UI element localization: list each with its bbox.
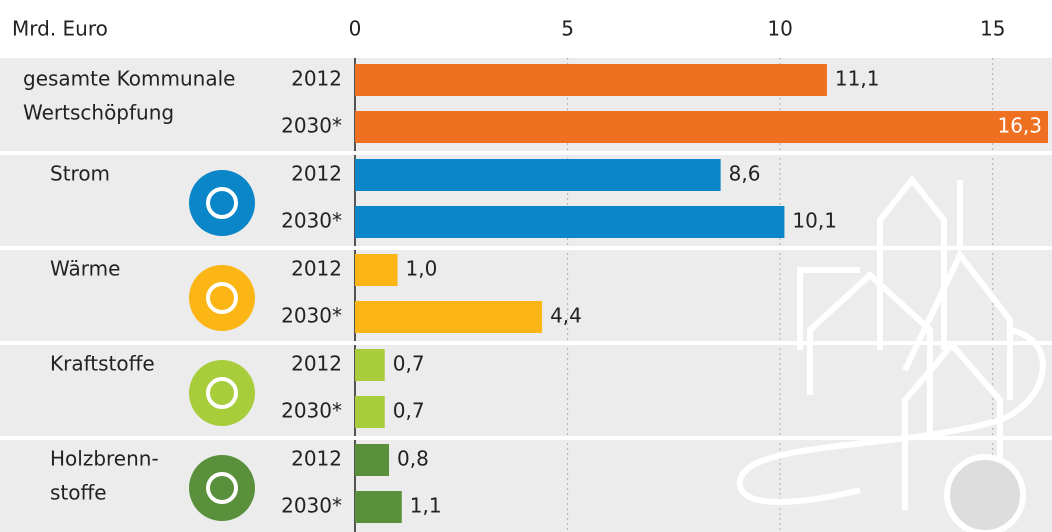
group-icon <box>189 265 255 331</box>
group-label: Wärme <box>50 257 120 281</box>
group-label: Kraftstoffe <box>50 352 155 376</box>
group-label: Holzbrenn- <box>50 447 159 471</box>
bar <box>355 206 785 238</box>
group-icon <box>189 360 255 426</box>
year-label: 2012 <box>291 257 342 281</box>
value-label: 1,0 <box>406 257 438 281</box>
bar <box>355 111 1048 143</box>
value-label: 16,3 <box>997 114 1042 138</box>
x-tick-label: 15 <box>980 17 1005 41</box>
group-icon-inner <box>206 377 238 409</box>
value-label: 0,7 <box>393 399 425 423</box>
year-label: 2030* <box>281 304 342 328</box>
x-tick-label: 5 <box>561 17 574 41</box>
year-label: 2030* <box>281 209 342 233</box>
x-tick-label: 10 <box>767 17 792 41</box>
value-label: 1,1 <box>410 494 442 518</box>
year-label: 2030* <box>281 399 342 423</box>
year-label: 2030* <box>281 494 342 518</box>
group-label: Strom <box>50 162 110 186</box>
year-label: 2012 <box>291 67 342 91</box>
bar <box>355 301 543 333</box>
bar <box>355 491 402 523</box>
group-icon <box>189 455 255 521</box>
group-label: Wertschöpfung <box>23 101 174 125</box>
bar <box>355 396 385 428</box>
group-icon-inner <box>206 187 238 219</box>
illustration <box>736 175 1046 532</box>
value-label: 0,8 <box>397 447 429 471</box>
bar <box>355 159 721 191</box>
x-tick-label: 0 <box>349 17 362 41</box>
year-label: 2012 <box>291 352 342 376</box>
bar <box>355 349 385 381</box>
unit-label: Mrd. Euro <box>12 17 108 41</box>
bar <box>355 64 827 96</box>
bar <box>355 444 390 476</box>
group-icon <box>189 170 255 236</box>
year-label: 2030* <box>281 114 342 138</box>
value-label: 0,7 <box>393 352 425 376</box>
group-icon-inner <box>206 472 238 504</box>
bar <box>355 254 398 286</box>
year-label: 2012 <box>291 162 342 186</box>
value-label: 8,6 <box>729 162 761 186</box>
group-label: stoffe <box>50 481 107 505</box>
group-label: gesamte Kommunale <box>23 67 235 91</box>
group-icon-inner <box>206 282 238 314</box>
value-label: 10,1 <box>792 209 837 233</box>
value-label: 4,4 <box>550 304 582 328</box>
year-label: 2012 <box>291 447 342 471</box>
value-label: 11,1 <box>835 67 880 91</box>
